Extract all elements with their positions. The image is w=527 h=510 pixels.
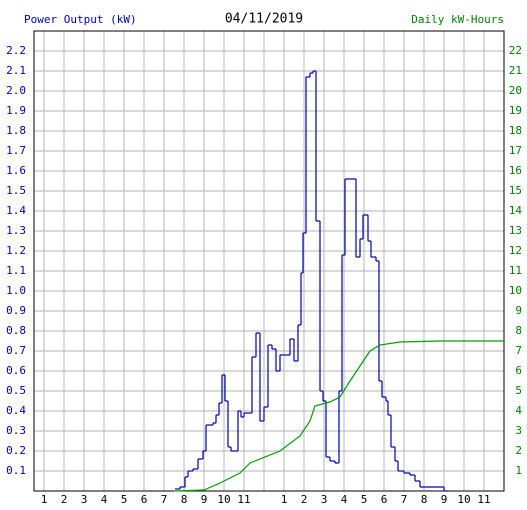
y-tick-label: 1.0: [6, 284, 26, 297]
y2-tick-label: 9: [515, 304, 522, 317]
y-tick-label: 0.7: [6, 344, 26, 357]
y2-tick-label: 1: [515, 464, 522, 477]
x-tick-label: 5: [361, 493, 368, 506]
y2-axis-title: Daily kW-Hours: [411, 13, 504, 26]
y-tick-label: 0.8: [6, 324, 26, 337]
y2-tick-label: 5: [515, 384, 522, 397]
y-tick-label: 0.6: [6, 364, 26, 377]
y2-tick-label: 15: [509, 184, 522, 197]
x-tick-label: 2: [61, 493, 68, 506]
y-tick-label: 1.1: [6, 264, 26, 277]
x-tick-label: 7: [401, 493, 408, 506]
x-tick-label: 5: [121, 493, 128, 506]
y2-tick-label: 19: [509, 104, 522, 117]
y-tick-label: 2.2: [6, 44, 26, 57]
x-tick-label: 3: [321, 493, 328, 506]
y-axis-title: Power Output (kW): [24, 13, 137, 26]
y-tick-label: 1.6: [6, 164, 26, 177]
y2-tick-label: 14: [509, 204, 523, 217]
y2-tick-label: 3: [515, 424, 522, 437]
x-tick-label: 11: [477, 493, 490, 506]
y-tick-label: 1.8: [6, 124, 26, 137]
y2-tick-label: 4: [515, 404, 522, 417]
x-tick-label: 4: [341, 493, 348, 506]
x-tick-label: 9: [201, 493, 208, 506]
y-tick-label: 0.3: [6, 424, 26, 437]
y2-tick-label: 17: [509, 144, 522, 157]
y2-tick-label: 18: [509, 124, 522, 137]
x-tick-label: 1: [41, 493, 48, 506]
y-tick-label: 0.2: [6, 444, 26, 457]
y2-tick-label: 11: [509, 264, 522, 277]
x-tick-label: 9: [441, 493, 448, 506]
y-tick-label: 1.5: [6, 184, 26, 197]
y-tick-label: 1.7: [6, 144, 26, 157]
x-tick-label: 4: [101, 493, 108, 506]
plot-border: [33, 30, 505, 492]
y2-tick-label: 16: [509, 164, 522, 177]
y-tick-label: 0.5: [6, 384, 26, 397]
y-tick-label: 1.9: [6, 104, 26, 117]
y-tick-label: 0.1: [6, 464, 26, 477]
y-tick-label: 0.9: [6, 304, 26, 317]
y2-tick-label: 13: [509, 224, 522, 237]
y-tick-label: 1.4: [6, 204, 26, 217]
y2-tick-label: 22: [509, 44, 522, 57]
x-tick-label: 6: [381, 493, 388, 506]
x-tick-label: 11: [237, 493, 250, 506]
y2-tick-label: 21: [509, 64, 522, 77]
x-tick-label: 2: [301, 493, 308, 506]
y2-tick-label: 10: [509, 284, 522, 297]
y-tick-label: 1.3: [6, 224, 26, 237]
y2-tick-label: 7: [515, 344, 522, 357]
x-tick-label: 10: [217, 493, 230, 506]
y-tick-label: 2.0: [6, 84, 26, 97]
x-tick-label: 10: [457, 493, 470, 506]
y-tick-label: 1.2: [6, 244, 26, 257]
x-tick-label: 3: [81, 493, 88, 506]
x-tick-label: 6: [141, 493, 148, 506]
chart-title: 04/11/2019: [225, 12, 303, 27]
y2-tick-label: 6: [515, 364, 522, 377]
y2-tick-label: 12: [509, 244, 522, 257]
x-tick-label: 7: [161, 493, 168, 506]
x-tick-label: 8: [181, 493, 188, 506]
y-tick-label: 0.4: [6, 404, 26, 417]
x-tick-label: 1: [281, 493, 288, 506]
y2-tick-label: 20: [509, 84, 522, 97]
y-tick-label: 2.1: [6, 64, 26, 77]
y2-tick-label: 8: [515, 324, 522, 337]
y2-tick-label: 2: [515, 444, 522, 457]
energy-line: [173, 340, 504, 492]
x-tick-label: 8: [421, 493, 428, 506]
plot-area: [34, 31, 504, 491]
